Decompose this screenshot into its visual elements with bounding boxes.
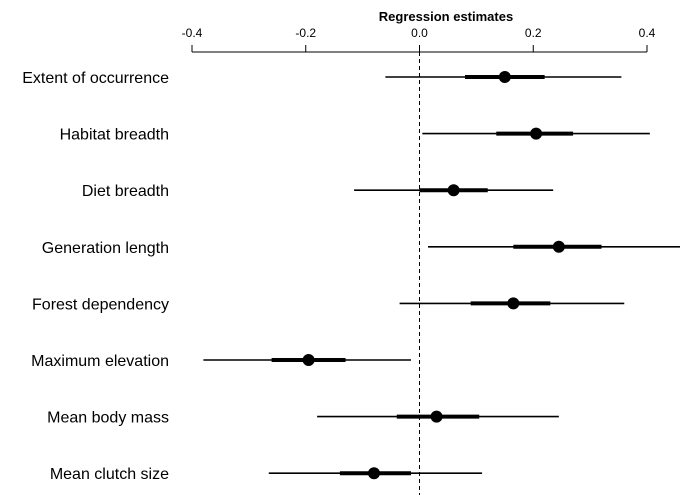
row-label: Mean clutch size xyxy=(50,466,169,483)
row-label: Habitat breadth xyxy=(60,127,169,144)
x-tick-label: 0.4 xyxy=(639,26,656,40)
row-label: Forest dependency xyxy=(32,296,169,313)
estimate-point xyxy=(552,240,565,253)
estimate-point xyxy=(302,354,315,366)
row-label: Extent of occurrence xyxy=(22,70,169,87)
x-axis-title: Regression estimates xyxy=(379,9,513,24)
estimate-point xyxy=(447,184,460,197)
row-label: Generation length xyxy=(42,240,169,257)
estimate-point xyxy=(498,71,511,83)
estimate-rows: Extent of occurrence Habitat breadth Diet … xyxy=(22,70,680,483)
x-tick-label: -0.4 xyxy=(182,26,203,40)
row-label: Maximum elevation xyxy=(31,353,169,370)
x-tick-label: -0.2 xyxy=(295,26,316,40)
estimate-point xyxy=(530,127,543,140)
estimate-point xyxy=(368,467,380,480)
estimate-point xyxy=(507,297,520,310)
x-tick-label: 0.2 xyxy=(525,26,542,40)
row-label: Diet breadth xyxy=(82,183,169,200)
x-axis-ticks: -0.4 -0.2 0.0 0.2 0.4 xyxy=(182,26,656,52)
x-tick-label: 0.0 xyxy=(411,26,428,40)
row-label: Mean body mass xyxy=(47,410,169,427)
estimate-point xyxy=(430,410,443,423)
